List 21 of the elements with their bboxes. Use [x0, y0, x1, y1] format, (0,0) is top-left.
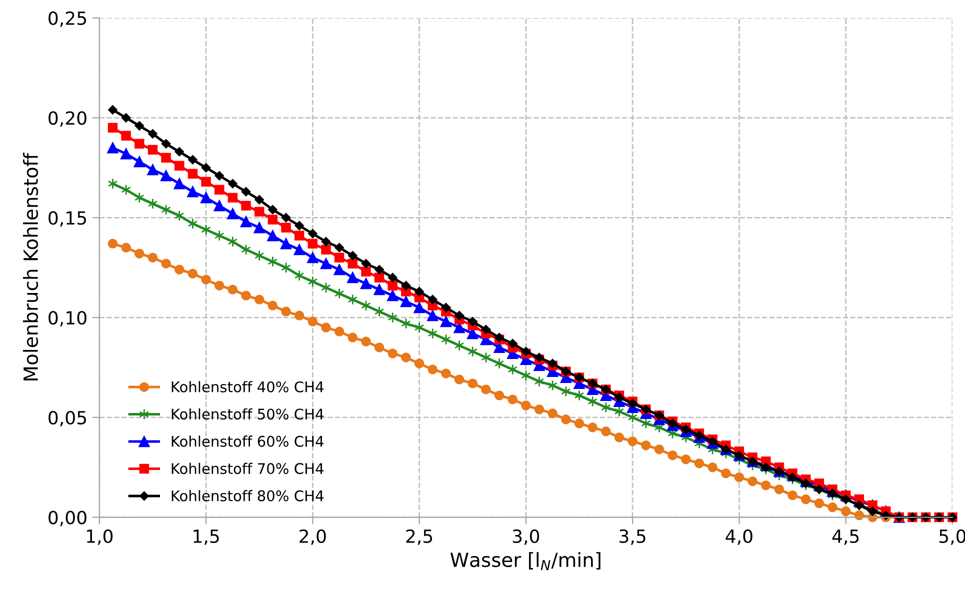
x-tick-label: 2,0 [300, 529, 326, 545]
x-tick-label: 1,5 [194, 530, 219, 545]
legend-label: Kohlenstoff 40% CH4 [172, 381, 324, 392]
legend-label: Kohlenstoff 70% CH4 [172, 462, 324, 474]
legend-label: Kohlenstoff 60% CH4 [172, 436, 324, 447]
y-tick-label: 0,05 [48, 410, 86, 426]
y-tick-label: 0,15 [48, 211, 86, 227]
x-axis-title: Wasser [l$_{N}$/min] [450, 552, 600, 570]
y-tick-label: 0,00 [48, 510, 86, 526]
x-tick-label: 4,0 [726, 529, 752, 545]
y-tick-label: 0,25 [48, 11, 86, 27]
y-tick-label: 0,10 [48, 310, 86, 326]
y-axis-title: Molenbruch Kohlenstoff [23, 152, 38, 380]
x-tick-label: 1,0 [87, 529, 113, 545]
x-tick-label: 3,5 [620, 529, 646, 545]
x-tick-label: 3,0 [512, 529, 540, 545]
x-tick-label: 4,5 [832, 530, 859, 545]
legend-label: Kohlenstoff 50% CH4 [172, 408, 324, 420]
y-tick-label: 0,20 [48, 111, 86, 127]
x-tick-label: 2,5 [406, 529, 432, 545]
legend-label: Kohlenstoff 80% CH4 [172, 490, 324, 502]
